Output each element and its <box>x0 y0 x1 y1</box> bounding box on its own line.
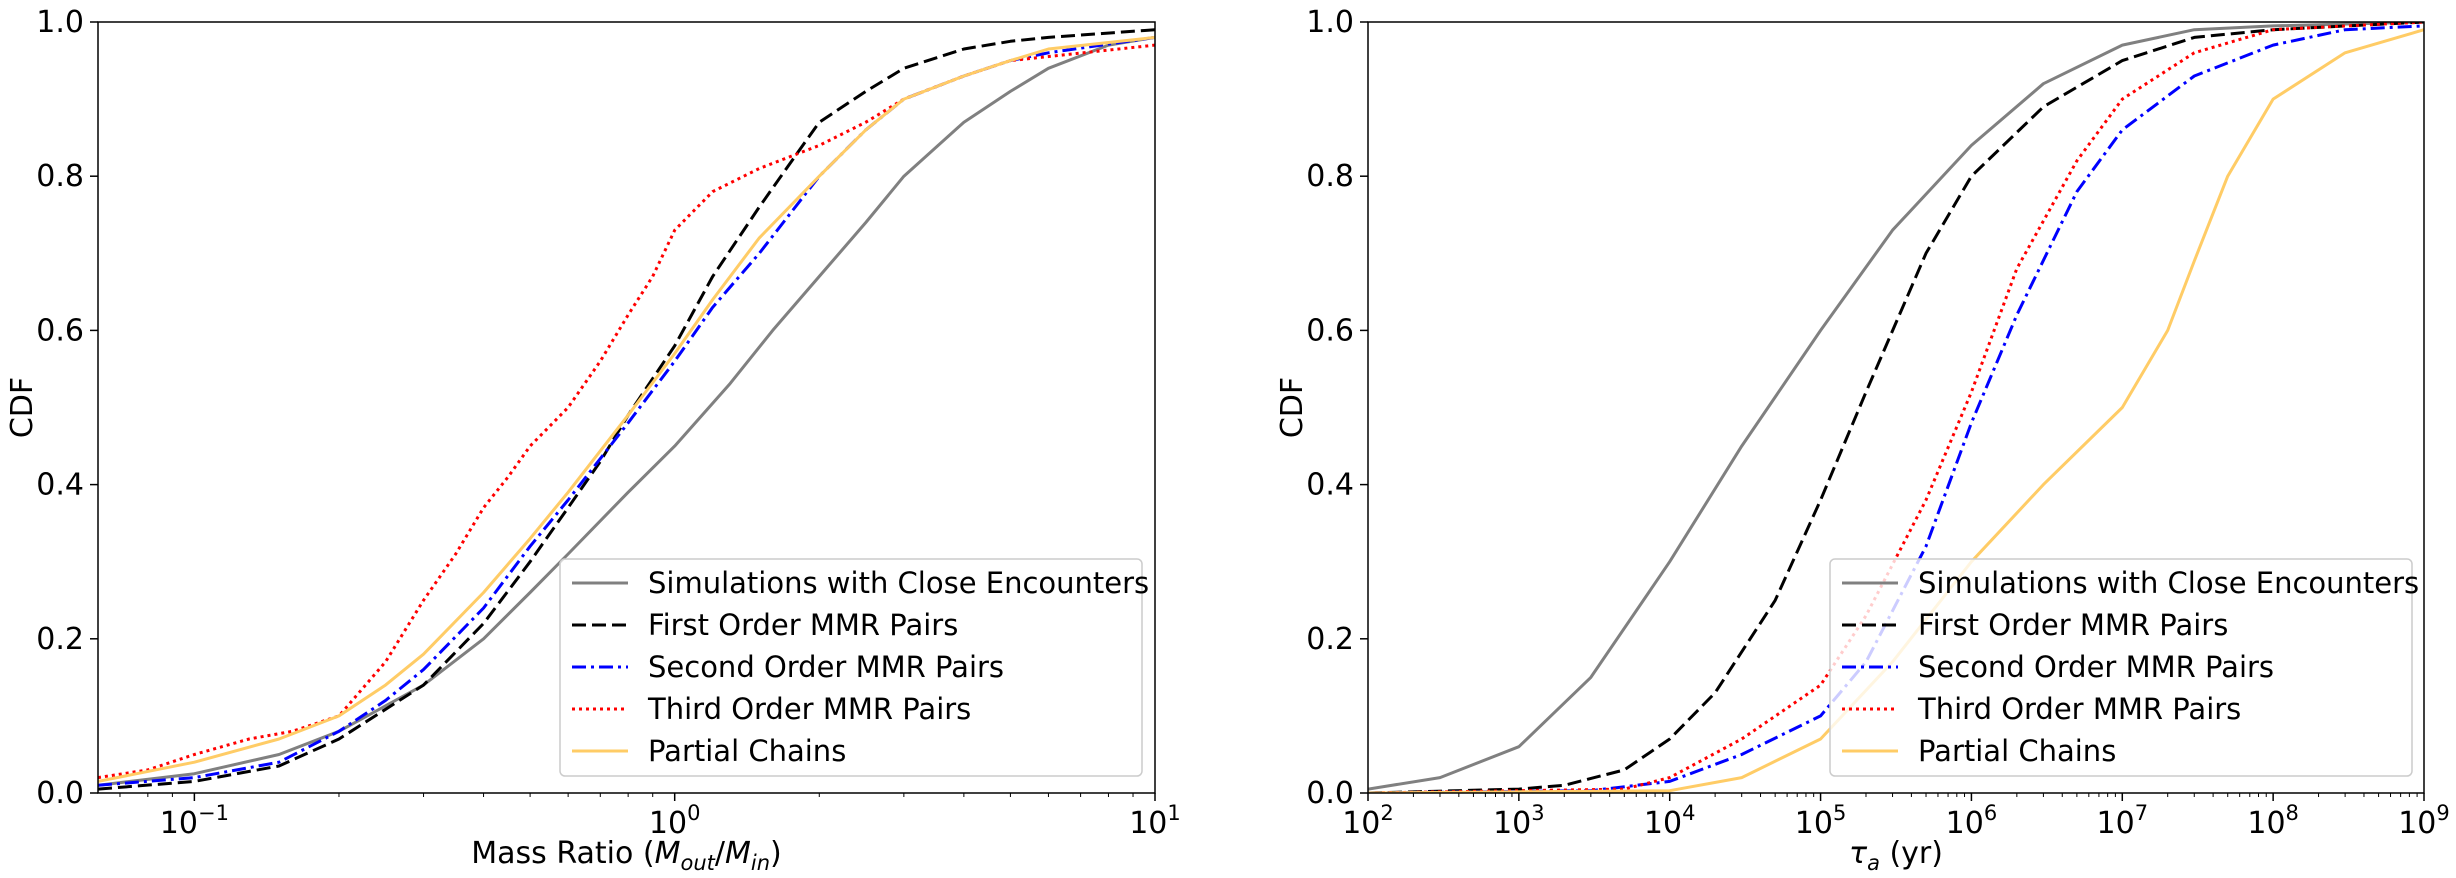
right-panel-tau-a-cdf: 0.0 0.2 0.4 0.6 0.8 1.0 102 103 104 105 106 107 108 1… <box>1275 5 2450 875</box>
x-tick-label: 108 <box>2247 801 2299 841</box>
y-tick-label: 0.2 <box>36 622 84 657</box>
legend-label-5: Partial Chains <box>1918 734 2116 768</box>
series-line-1 <box>1368 22 2424 791</box>
x-tick-label: 109 <box>2398 801 2450 841</box>
legend-label-2: First Order MMR Pairs <box>648 608 958 642</box>
y-tick-label: 0.4 <box>1306 468 1354 503</box>
legend-label-5: Partial Chains <box>648 734 846 768</box>
y-tick-label: 0.6 <box>1306 313 1354 348</box>
x-tick-label: 107 <box>2097 801 2149 841</box>
legend-label-1: Simulations with Close Encounters <box>648 566 1149 600</box>
series-group <box>98 28 1155 791</box>
axes-frame <box>1367 21 2425 794</box>
legend-box <box>559 558 1143 777</box>
y-tick-label: 0.8 <box>36 159 84 194</box>
legend-box <box>1829 558 2413 777</box>
series-line-2 <box>1368 22 2424 793</box>
y-tick-label: 0.0 <box>1306 776 1354 811</box>
x-axis-label: τa (yr) <box>1849 836 1943 875</box>
series-group <box>1368 22 2424 793</box>
x-tick-label: 102 <box>1342 801 1394 841</box>
series-line-3 <box>1368 24 2424 793</box>
x-tick-label: 101 <box>1129 801 1181 841</box>
left-panel-mass-ratio-cdf: 0.0 0.2 0.4 0.6 0.8 1.0 10−1 100 101 CDF Mass Rati… <box>5 5 1181 875</box>
y-tick-label: 0.8 <box>1306 159 1354 194</box>
y-tick-label: 0.4 <box>36 468 84 503</box>
y-axis-label: CDF <box>1275 377 1310 438</box>
legend-label-1: Simulations with Close Encounters <box>1918 566 2419 600</box>
x-tick-label: 10−1 <box>160 801 229 841</box>
series-line-5 <box>1368 28 2424 793</box>
y-tick-label: 1.0 <box>1306 5 1354 40</box>
legend: Simulations with Close Encounters First O… <box>1829 558 2419 777</box>
y-tick-label: 1.0 <box>36 5 84 40</box>
axes-frame <box>97 21 1156 794</box>
x-tick-label: 105 <box>1795 801 1847 841</box>
series-line-3 <box>98 35 1155 787</box>
x-tick-label: 106 <box>1946 801 1998 841</box>
series-line-4 <box>1368 22 2424 793</box>
x-tick-label: 100 <box>649 801 701 841</box>
series-line-2 <box>98 28 1155 791</box>
legend-label-3: Second Order MMR Pairs <box>1918 650 2274 684</box>
y-tick-label: 0.2 <box>1306 622 1354 657</box>
y-tick-label: 0.0 <box>36 776 84 811</box>
series-line-4 <box>98 43 1155 780</box>
x-tick-label: 103 <box>1493 801 1545 841</box>
legend-label-4: Third Order MMR Pairs <box>647 692 971 726</box>
x-tick-label: 104 <box>1644 801 1696 841</box>
y-axis-label: CDF <box>5 377 40 438</box>
legend: Simulations with Close Encounters First O… <box>559 558 1149 777</box>
y-tick-label: 0.6 <box>36 313 84 348</box>
series-line-5 <box>98 35 1155 783</box>
series-line-1 <box>98 35 1155 787</box>
x-axis-label: Mass Ratio (Mout/Min) <box>471 836 782 875</box>
legend-label-2: First Order MMR Pairs <box>1918 608 2228 642</box>
legend-label-4: Third Order MMR Pairs <box>1917 692 2241 726</box>
legend-label-3: Second Order MMR Pairs <box>648 650 1004 684</box>
